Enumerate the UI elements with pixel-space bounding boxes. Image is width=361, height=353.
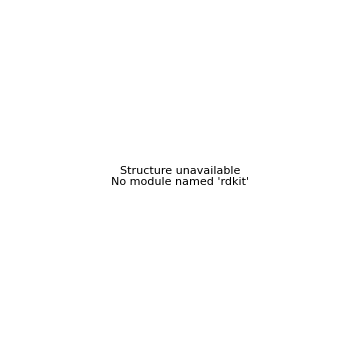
Text: Structure unavailable
No module named 'rdkit': Structure unavailable No module named 'r…	[112, 166, 249, 187]
